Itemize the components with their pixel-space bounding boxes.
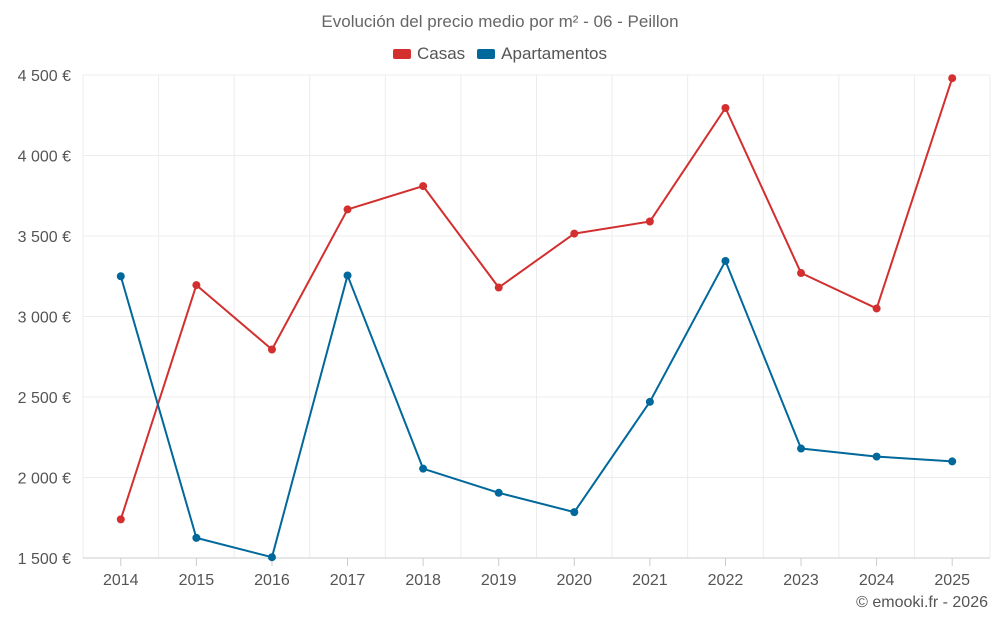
legend-label-casas: Casas <box>416 44 466 63</box>
x-tick-label: 2021 <box>632 572 668 589</box>
data-point-casas <box>494 283 503 292</box>
x-tick-label: 2022 <box>708 572 744 589</box>
x-tick-label: 2024 <box>859 572 895 589</box>
data-point-casas <box>343 205 352 214</box>
data-point-casas <box>192 281 201 290</box>
data-point-casas <box>948 74 957 83</box>
data-point-casas <box>267 345 276 354</box>
x-tick-label: 2014 <box>103 572 139 589</box>
x-tick-label: 2025 <box>934 572 970 589</box>
data-point-casas <box>721 104 730 113</box>
chart-title: Evolución del precio medio por m² - 06 -… <box>321 12 679 31</box>
data-point-casas <box>570 229 579 238</box>
legend: Casas Apartamentos <box>0 44 1000 64</box>
x-tick-label: 2023 <box>783 572 819 589</box>
y-tick-label: 4 500 € <box>18 68 71 85</box>
data-point-casas <box>419 182 428 191</box>
data-point-apartamentos <box>494 488 503 497</box>
y-tick-label: 2 500 € <box>18 390 71 407</box>
credit-text: © emooki.fr - 2026 <box>856 594 988 611</box>
data-point-apartamentos <box>645 397 654 406</box>
y-tick-label: 1 500 € <box>18 551 71 568</box>
data-point-apartamentos <box>570 508 579 517</box>
legend-label-apartamentos: Apartamentos <box>501 44 608 63</box>
legend-swatch-apartamentos <box>477 49 496 59</box>
x-tick-label: 2017 <box>330 572 366 589</box>
data-point-apartamentos <box>419 464 428 473</box>
legend-item-casas[interactable]: Casas <box>392 44 466 64</box>
data-point-casas <box>872 304 881 313</box>
legend-swatch-casas <box>392 49 411 59</box>
y-tick-label: 3 000 € <box>18 310 71 327</box>
y-tick-label: 2 000 € <box>18 471 71 488</box>
data-point-apartamentos <box>116 272 125 281</box>
x-tick-label: 2016 <box>254 572 290 589</box>
data-point-apartamentos <box>797 444 806 453</box>
data-point-casas <box>797 269 806 278</box>
data-point-apartamentos <box>721 256 730 265</box>
series-line-casas <box>119 77 954 520</box>
data-point-apartamentos <box>192 533 201 542</box>
data-point-apartamentos <box>343 271 352 280</box>
data-point-apartamentos <box>267 553 276 562</box>
legend-item-apartamentos[interactable]: Apartamentos <box>477 44 607 64</box>
x-tick-label: 2015 <box>179 572 215 589</box>
y-tick-label: 4 000 € <box>18 149 71 166</box>
y-tick-label: 3 500 € <box>18 229 71 246</box>
data-point-apartamentos <box>872 452 881 461</box>
x-tick-label: 2018 <box>405 572 441 589</box>
x-tick-label: 2020 <box>556 572 592 589</box>
data-point-apartamentos <box>948 457 957 466</box>
data-point-casas <box>116 515 125 524</box>
series-line-apartamentos <box>119 259 953 559</box>
x-tick-label: 2019 <box>481 572 517 589</box>
data-point-casas <box>645 217 654 226</box>
